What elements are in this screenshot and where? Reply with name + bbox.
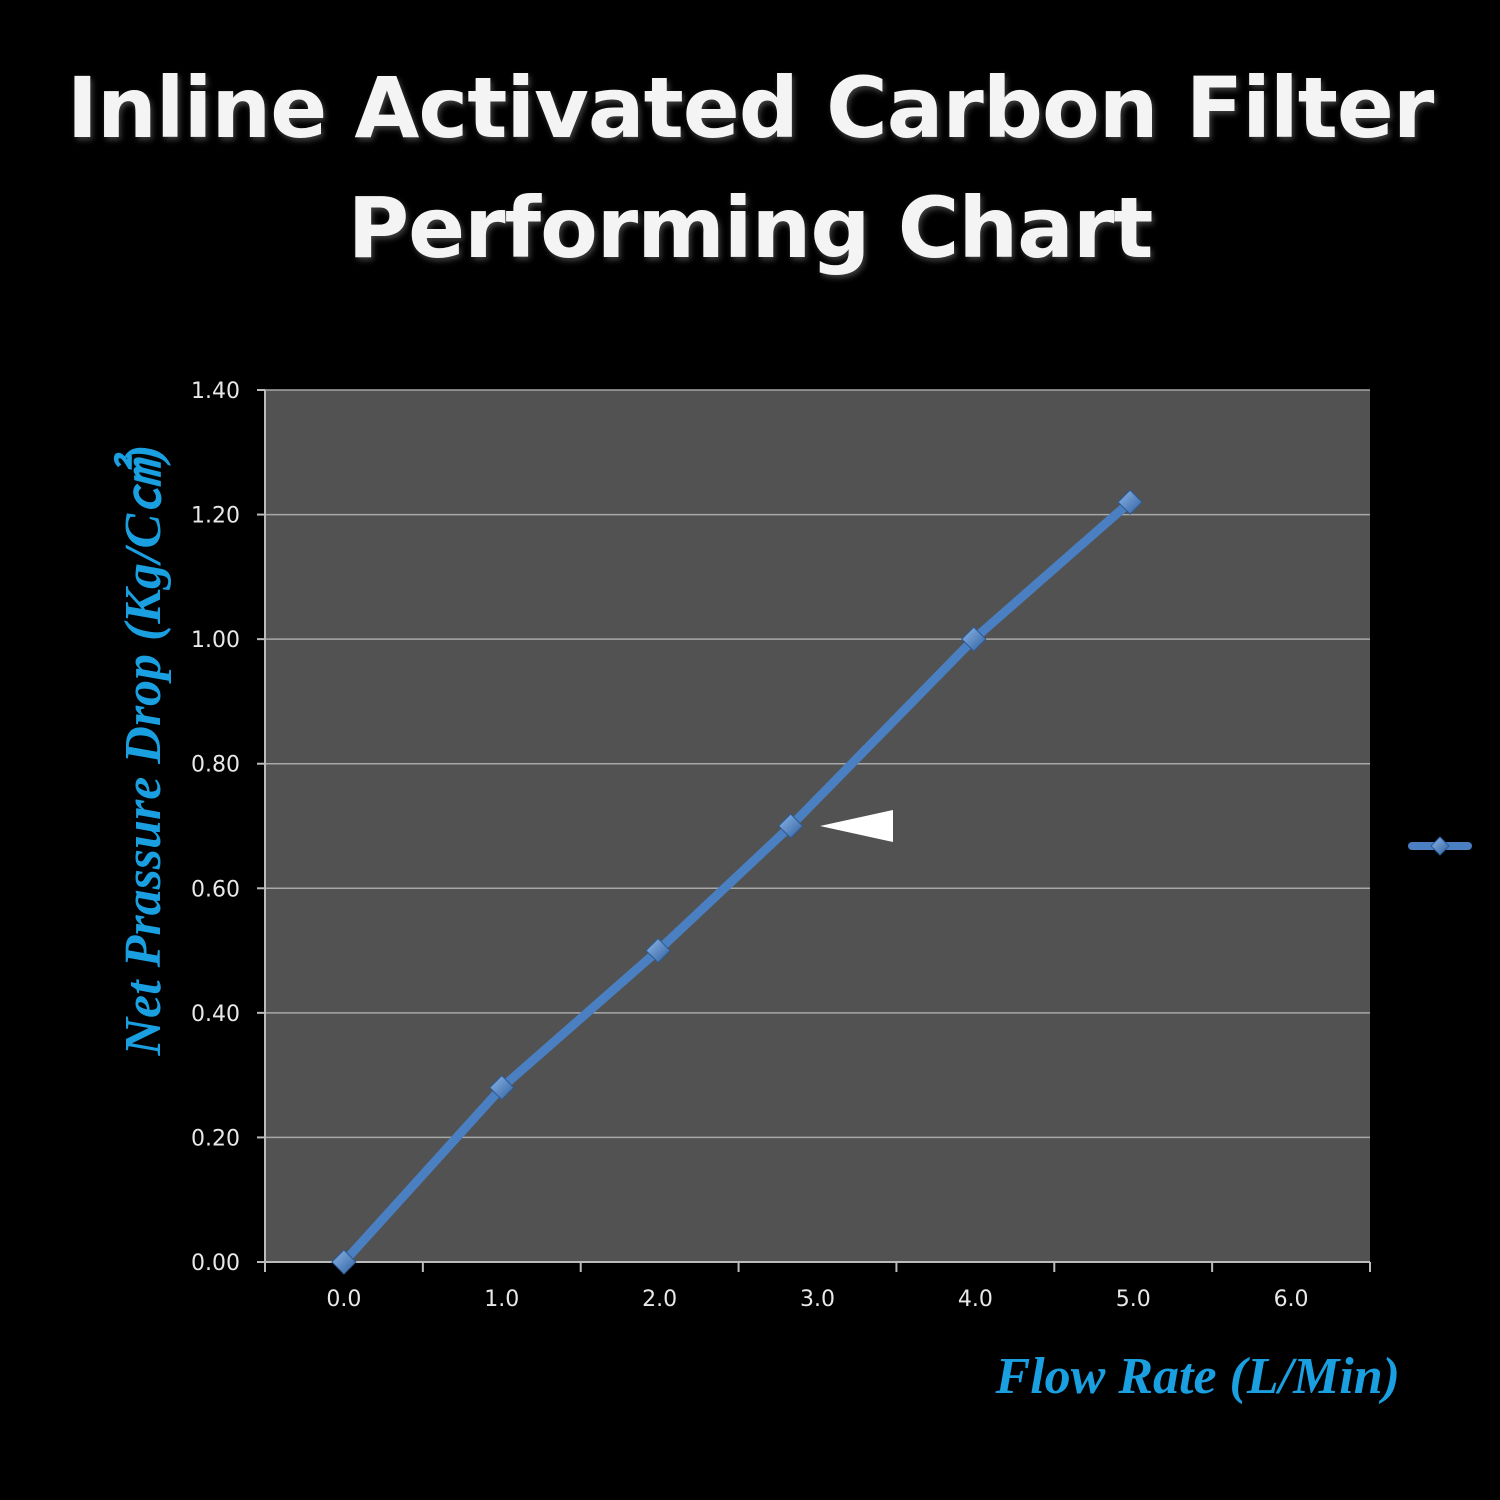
y-tick-label: 0.00 (191, 1251, 240, 1276)
y-tick-label: 1.20 (191, 504, 240, 529)
series-group (331, 489, 1143, 1275)
y-tick-labels: 0.00 0.20 0.40 0.60 0.80 1.00 1.20 1.40 (191, 379, 240, 1276)
y-tick-label: 1.40 (191, 379, 240, 404)
y-axis-title: Net Prassure Drop (Kg/C㎠) (113, 444, 172, 1056)
axes (257, 389, 1371, 1272)
x-tick-label: 6.0 (1274, 1287, 1309, 1312)
data-point-marker (1117, 489, 1143, 515)
x-tick-label: 2.0 (642, 1287, 677, 1312)
x-tick-label: 1.0 (484, 1287, 519, 1312)
data-point-marker (961, 626, 987, 652)
x-tick-label: 5.0 (1116, 1287, 1151, 1312)
x-tick-label: 3.0 (800, 1287, 835, 1312)
x-tick-label: 0.0 (326, 1287, 361, 1312)
pointer-arrow (820, 810, 893, 842)
chart-title-line-2: Performing Chart (347, 179, 1154, 277)
x-tick-labels: 0.0 1.0 2.0 3.0 4.0 5.0 6.0 (326, 1287, 1308, 1312)
legend-marker-swatch (1430, 836, 1450, 856)
series-line (339, 497, 1135, 1267)
data-point-marker (489, 1074, 515, 1101)
y-tick-label: 0.40 (191, 1002, 240, 1027)
y-tick-label: 0.80 (191, 753, 240, 778)
chart-title: Inline Activated Carbon Filter Performin… (0, 48, 1500, 288)
data-point-marker (777, 813, 804, 839)
x-tick-label: 4.0 (958, 1287, 993, 1312)
y-tick-label: 0.60 (191, 877, 240, 902)
chart-title-line-1: Inline Activated Carbon Filter (66, 59, 1435, 157)
gridlines (265, 389, 1370, 1139)
y-tick-label: 1.00 (191, 628, 240, 653)
y-tick-label: 0.20 (191, 1126, 240, 1151)
x-axis-title: Flow Rate (L/Min) (995, 1348, 1400, 1405)
plot-area (265, 390, 1370, 1262)
data-point-marker (645, 937, 671, 964)
data-point-marker (331, 1249, 357, 1275)
legend (1408, 836, 1472, 856)
